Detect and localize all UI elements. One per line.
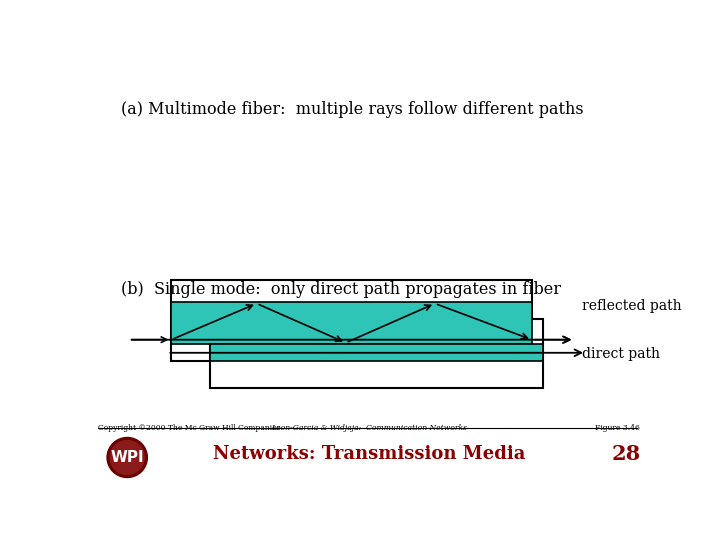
Bar (171, 302, 532, 345)
Text: reflected path: reflected path (582, 299, 682, 313)
Text: Networks: Transmission Media: Networks: Transmission Media (213, 444, 525, 463)
Text: Leon-Garcia & Widjaja:  Communication Networks: Leon-Garcia & Widjaja: Communication Net… (271, 424, 467, 432)
Text: direct path: direct path (582, 347, 660, 361)
Text: (a) Multimode fiber:  multiple rays follow different paths: (a) Multimode fiber: multiple rays follo… (121, 101, 584, 118)
Bar (210, 345, 544, 361)
Text: Copyright ©2000 The Mc Graw Hill Companies: Copyright ©2000 The Mc Graw Hill Compani… (98, 424, 280, 432)
Text: (b)  Single mode:  only direct path propagates in fiber: (b) Single mode: only direct path propag… (121, 281, 561, 298)
Text: 28: 28 (611, 444, 640, 464)
Bar (171, 280, 532, 361)
Circle shape (110, 441, 144, 475)
Text: WPI: WPI (110, 450, 144, 465)
Circle shape (107, 437, 148, 477)
Bar (210, 319, 544, 388)
Text: Figure 3.46: Figure 3.46 (595, 424, 640, 432)
